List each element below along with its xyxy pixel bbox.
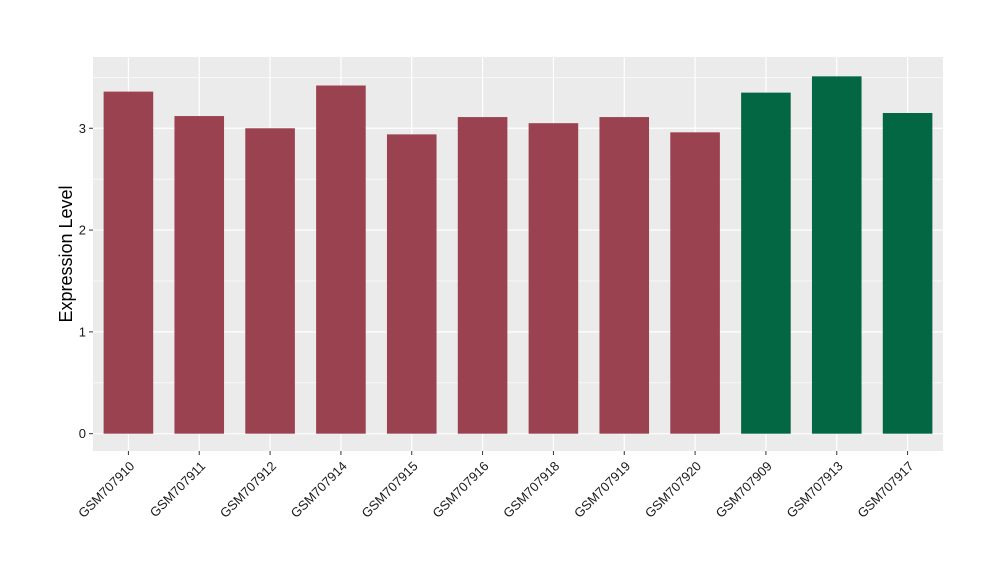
x-tick-label: GSM707919 [571,458,633,520]
bar-GSM707917 [882,112,933,434]
x-tick-label: GSM707914 [288,458,350,520]
x-tick-label: GSM707917 [854,458,916,520]
bar-GSM707912 [245,128,295,434]
x-tick-label: GSM707909 [713,458,775,520]
y-axis-title: Expression Level [56,185,76,322]
x-tick-label: GSM707918 [500,458,562,520]
bar-GSM707920 [670,132,720,434]
bar-GSM707913 [811,76,862,434]
bar-GSM707909 [741,92,791,434]
bar-GSM707918 [528,123,579,434]
bar-GSM707914 [316,85,366,434]
x-tick-label: GSM707920 [642,458,704,520]
bars-group [103,76,933,434]
x-axis: GSM707910 GSM707911 GSM707912 GSM707914 GSM7… [75,451,917,521]
y-tick-label: 0 [79,426,86,441]
x-tick-label: GSM707910 [75,458,137,520]
x-tick-label: GSM707912 [217,458,279,520]
x-tick-label: GSM707911 [147,458,209,520]
y-tick-label: 3 [79,121,86,136]
y-tick-label: 1 [79,324,86,339]
x-tick-label: GSM707913 [784,458,846,520]
bar-GSM707911 [174,116,225,434]
plot-panel [93,57,943,451]
bar-GSM707915 [386,134,437,434]
x-tick-label: GSM707916 [429,458,491,520]
y-tick-label: 2 [79,223,86,238]
minor-gridlines [93,77,943,384]
x-tick-label: GSM707915 [359,458,421,520]
y-axis: 0 1 2 3 [79,121,93,441]
bar-GSM707916 [457,117,508,434]
bar-GSM707919 [599,117,650,434]
bar-GSM707910 [103,91,154,434]
